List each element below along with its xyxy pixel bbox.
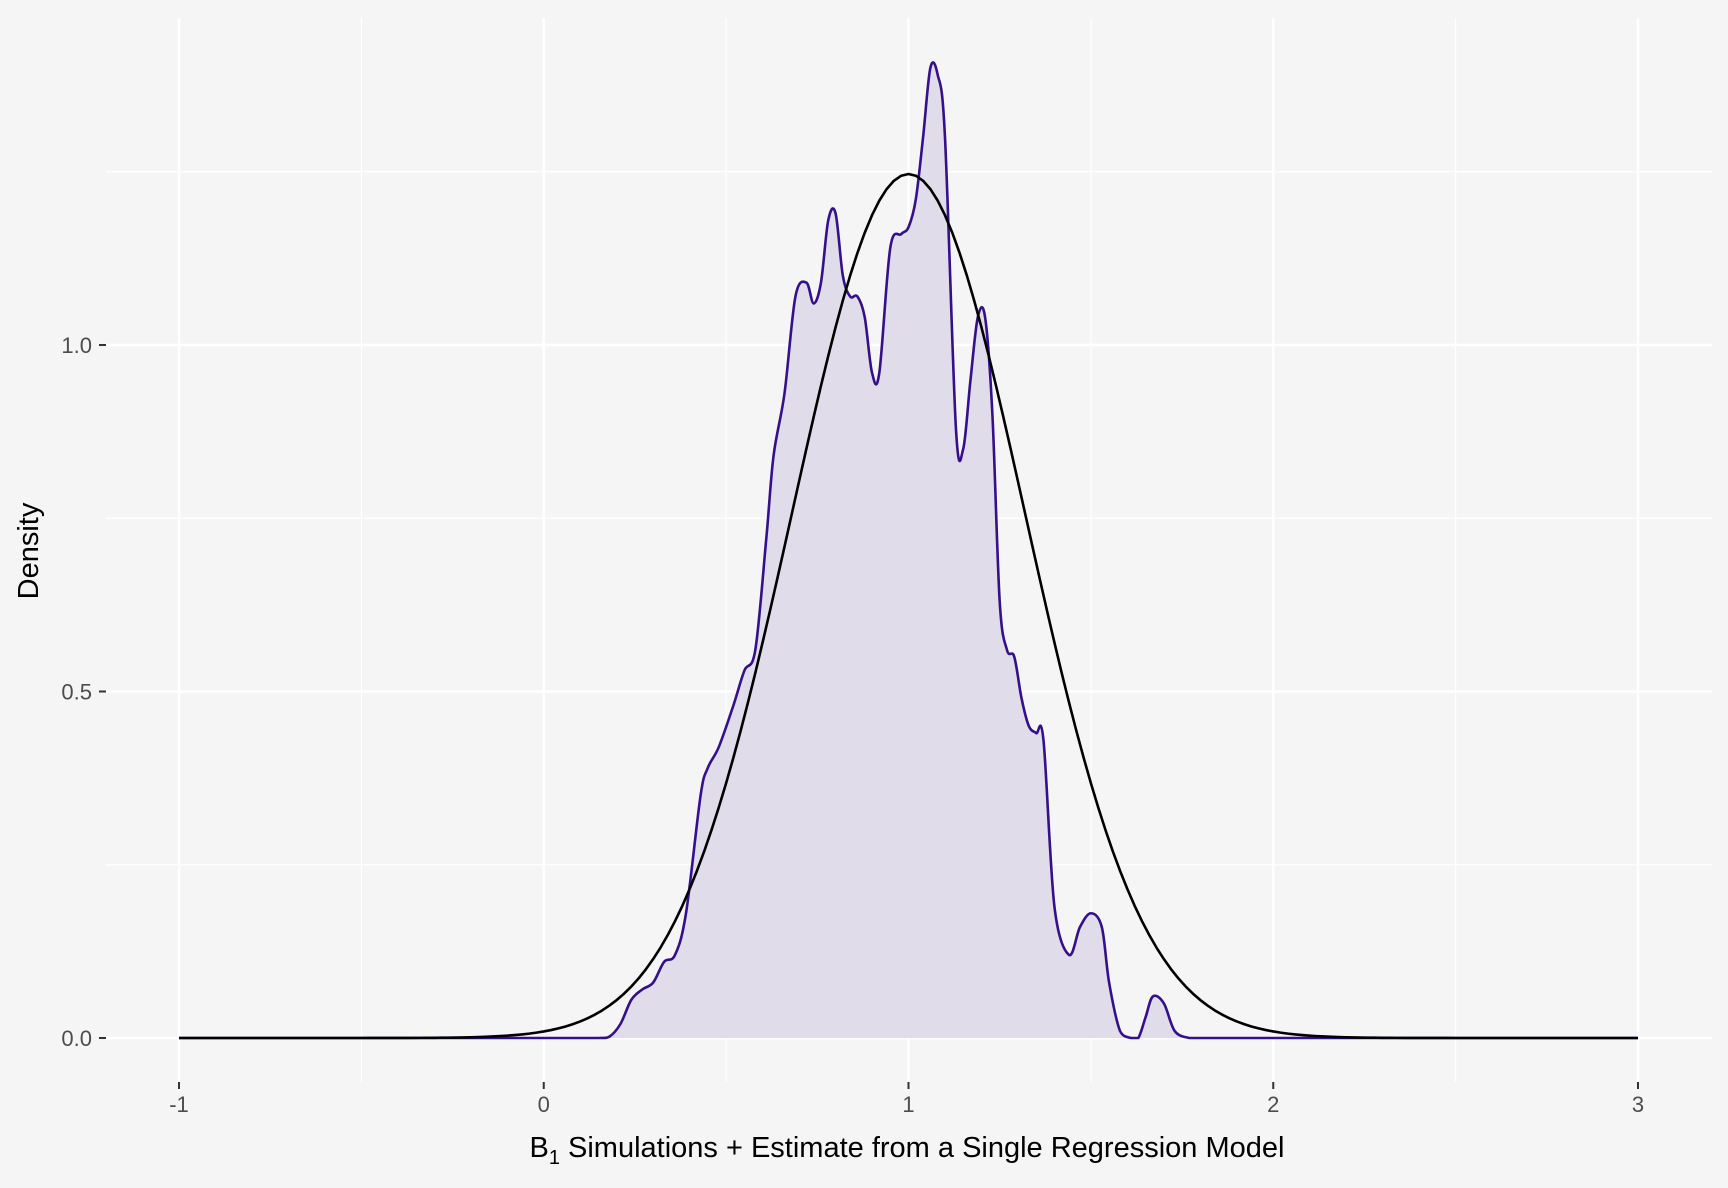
series-layer [179,61,1638,1040]
x-tick-label: 1 [902,1092,914,1117]
x-axis-title-symbol: B [530,1132,549,1164]
x-tick-label: 0 [538,1092,550,1117]
x-tick-label: 2 [1267,1092,1279,1117]
y-tick-label: 1.0 [61,333,92,358]
y-tick-label: 0.5 [61,680,92,705]
density-area-fill [179,62,1638,1039]
axes-layer: -1 0 1 2 3 0.0 0.5 1.0 [61,333,1644,1117]
y-tick-label: 0.0 [61,1026,92,1051]
x-axis-title-text: Simulations + Estimate from a Single Reg… [568,1132,1284,1164]
x-tick-label: -1 [169,1092,189,1117]
x-axis-title-subscript: 1 [549,1147,560,1169]
density-line [179,61,1638,1040]
x-axis-title: B1 Simulations + Estimate from a Single R… [530,1132,1285,1169]
y-axis-title: Density [13,502,45,599]
x-tick-label: 3 [1632,1092,1644,1117]
normal-curve-line [179,172,1638,1040]
